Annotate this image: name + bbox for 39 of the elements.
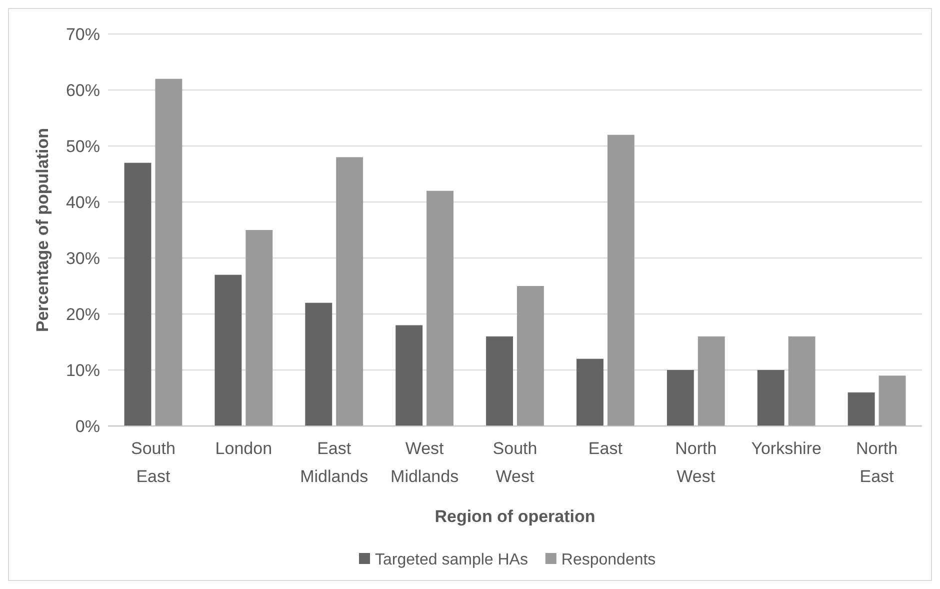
bar — [848, 392, 875, 426]
bar — [396, 325, 423, 426]
x-tick-label: Yorkshire — [751, 439, 822, 458]
bar — [246, 230, 273, 426]
bar — [607, 134, 634, 426]
x-axis-title: Region of operation — [434, 507, 596, 526]
y-tick-label: 10% — [66, 360, 100, 380]
bar — [336, 157, 364, 426]
bar — [124, 162, 152, 426]
legend-label: Respondents — [561, 552, 656, 569]
x-tick-label: South East — [131, 439, 176, 486]
y-tick-label: 50% — [66, 136, 100, 156]
bar — [426, 190, 454, 426]
bar — [698, 336, 725, 426]
bar — [666, 370, 694, 426]
x-tick-label: North East — [856, 439, 898, 486]
y-axis-title: Percentage of population — [33, 128, 52, 332]
bar — [788, 336, 816, 426]
legend-label: Targeted sample HAs — [375, 552, 528, 569]
x-tick-label: South West — [492, 439, 538, 486]
bar — [214, 274, 242, 426]
x-tick-label: London — [215, 439, 272, 458]
x-tick-label: West Midlands — [390, 439, 459, 486]
x-tick-label: East Midlands — [300, 439, 368, 486]
bar — [757, 370, 784, 426]
bar — [305, 302, 332, 426]
y-tick-label: 40% — [66, 192, 100, 212]
x-tick-label: East — [588, 439, 623, 458]
x-tick-label: North West — [675, 439, 717, 486]
bar — [155, 78, 182, 426]
y-tick-label: 70% — [66, 24, 100, 44]
y-tick-label: 0% — [75, 416, 100, 436]
y-tick-label: 30% — [66, 248, 100, 268]
y-tick-label: 60% — [66, 80, 100, 100]
y-tick-label: 20% — [66, 304, 100, 324]
bar — [517, 286, 544, 426]
bar — [878, 376, 906, 426]
bar — [486, 336, 513, 426]
bar — [576, 358, 604, 426]
